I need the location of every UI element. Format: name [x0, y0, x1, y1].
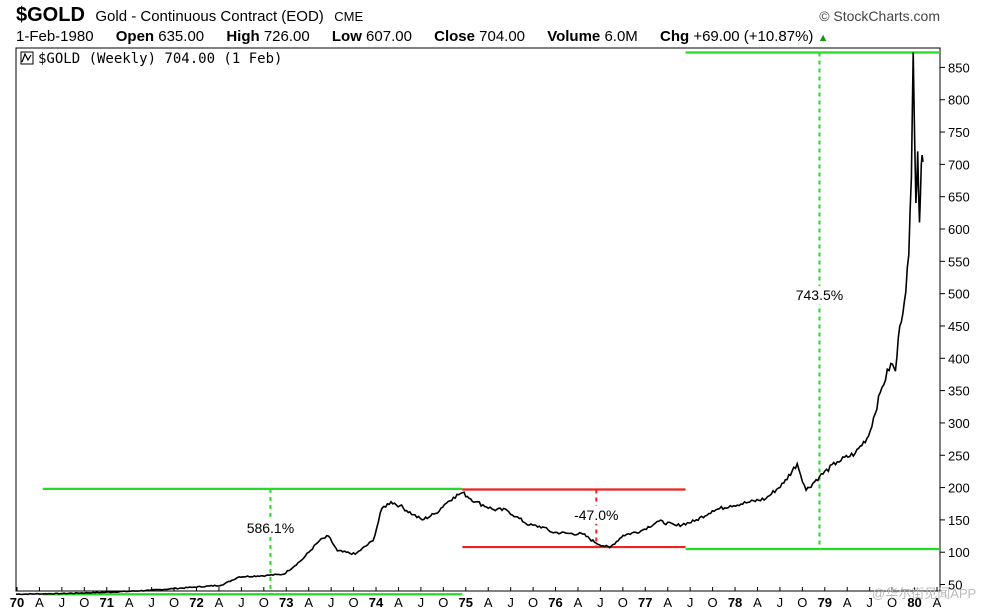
annotation-label: -47.0%	[574, 507, 618, 523]
y-tick-label: 450	[948, 319, 970, 334]
legend-text: $GOLD (Weekly) 704.00 (1 Feb)	[38, 51, 282, 67]
x-tick-label: A	[304, 595, 313, 610]
x-tick-label: O	[438, 595, 448, 610]
y-tick-label: 400	[948, 351, 970, 366]
y-tick-label: 350	[948, 384, 970, 399]
exchange: CME	[334, 9, 364, 24]
y-tick-label: 150	[948, 513, 970, 528]
y-tick-label: 550	[948, 254, 970, 269]
chg-label: Chg	[659, 28, 690, 45]
x-tick-label: 72	[189, 595, 203, 610]
close-value: 704.00	[479, 28, 526, 45]
x-tick-label: 77	[638, 595, 652, 610]
chg-value: +69.00 (+10.87%)	[693, 28, 814, 45]
plot-frame	[15, 47, 941, 592]
x-tick-label: 80	[907, 595, 921, 610]
x-tick-label: J	[777, 595, 784, 610]
x-tick-label: 74	[369, 595, 384, 610]
low-value: 607.00	[366, 28, 412, 45]
x-tick-label: 70	[10, 595, 24, 610]
annotation-label: 586.1%	[247, 520, 294, 536]
symbol: $GOLD	[16, 4, 85, 26]
quote-date: 1-Feb-1980	[16, 28, 94, 45]
y-tick-label: 850	[948, 60, 970, 75]
annotation-label-bg	[566, 505, 627, 524]
close-label: Close	[434, 28, 475, 45]
open-value: 635.00	[158, 28, 205, 45]
x-tick-label: A	[663, 595, 672, 610]
x-tick-label: A	[753, 595, 762, 610]
watermark: @华尔街见闻APP	[872, 586, 976, 601]
x-tick-label: 76	[548, 595, 562, 610]
x-tick-label: J	[687, 595, 694, 610]
x-tick-label: O	[259, 595, 269, 610]
annotation-label-bg	[240, 518, 301, 537]
up-arrow-icon: ▲	[817, 32, 829, 44]
high-label: High	[226, 28, 260, 45]
y-tick-label: 300	[948, 416, 970, 431]
x-tick-label: J	[148, 595, 155, 610]
y-tick-label: 650	[948, 190, 970, 205]
high-value: 726.00	[263, 28, 310, 45]
chart-legend: $GOLD (Weekly) 704.00 (1 Feb)	[20, 51, 282, 67]
x-tick-label: J	[238, 595, 245, 610]
y-tick-label: 100	[948, 545, 970, 560]
x-tick-label: O	[349, 595, 359, 610]
price-series-line	[16, 52, 924, 596]
x-tick-label: A	[125, 595, 134, 610]
x-tick-label: A	[215, 595, 224, 610]
x-tick-label: A	[933, 595, 942, 610]
y-tick-label: 700	[948, 157, 970, 172]
x-tick-label: J	[866, 595, 873, 610]
open-label: Open	[115, 28, 155, 45]
x-tick-label: 73	[279, 595, 293, 610]
y-tick-label: 200	[948, 481, 970, 496]
y-tick-label: 50	[948, 578, 962, 593]
y-tick-label: 500	[948, 287, 970, 302]
x-tick-label: A	[484, 595, 493, 610]
y-axis: 50 100 150 200 250 300 350 400 450 500 550 600 650 70…	[940, 60, 970, 593]
x-tick-label: O	[169, 595, 179, 610]
x-tick-label: O	[79, 595, 89, 610]
x-tick-label: J	[59, 595, 66, 610]
y-tick-label: 750	[948, 125, 970, 140]
y-tick-label: 600	[948, 222, 970, 237]
x-tick-label: J	[418, 595, 425, 610]
x-tick-label: 78	[728, 595, 742, 610]
low-label: Low	[331, 28, 362, 45]
legend-line-icon	[21, 52, 32, 63]
x-tick-label: 71	[100, 595, 114, 610]
volume-value: 6.0M	[604, 28, 638, 45]
x-tick-label: A	[35, 595, 44, 610]
x-tick-label: A	[574, 595, 583, 610]
chart-header-title: $GOLD Gold - Continuous Contract (EOD) C…	[16, 4, 976, 28]
x-tick-label: 79	[818, 595, 832, 610]
x-tick-label: J	[328, 595, 335, 610]
x-tick-label: O	[887, 595, 897, 610]
x-tick-label: O	[797, 595, 807, 610]
x-tick-label: J	[507, 595, 514, 610]
x-tick-label: A	[843, 595, 852, 610]
x-axis: 70 A J O 71 A J O 72 A J O 73 A J O 74 A J O 75 A J O 76 A J O 77 A J O…	[10, 587, 942, 610]
annotation-label: 743.5%	[796, 287, 843, 303]
chart-header-quote: 1-Feb-1980 Open 635.00 High 726.00 Low 6…	[16, 28, 976, 45]
x-tick-label: O	[528, 595, 538, 610]
x-tick-label: J	[597, 595, 604, 610]
x-tick-label: 75	[459, 595, 473, 610]
x-tick-label: O	[618, 595, 628, 610]
y-tick-label: 800	[948, 93, 970, 108]
y-tick-label: 250	[948, 448, 970, 463]
annotation-label-bg	[789, 286, 850, 305]
description: Gold - Continuous Contract (EOD)	[95, 8, 324, 25]
credit: © StockCharts.com	[819, 8, 940, 24]
volume-label: Volume	[547, 28, 601, 45]
annotations: 586.1% -47.0% 743.5%	[42, 51, 940, 596]
x-tick-label: O	[708, 595, 718, 610]
x-tick-label: A	[394, 595, 403, 610]
